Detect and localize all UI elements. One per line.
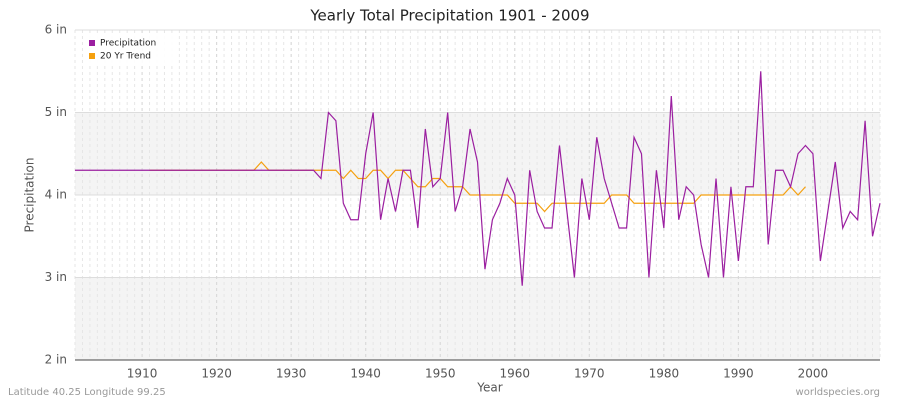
x-tick-label: 1940 [350,367,381,381]
footer-right: worldspecies.org [796,387,880,398]
x-tick-label: 1950 [425,367,456,381]
y-tick-label: 2 in [45,353,67,367]
chart-title: Yearly Total Precipitation 1901 - 2009 [309,7,589,25]
y-tick-label: 6 in [45,23,67,37]
x-tick-label: 1980 [649,367,680,381]
series-line [149,161,806,213]
x-tick-label: 1910 [127,367,158,381]
y-tick-label: 4 in [45,188,67,202]
legend-label: 20 Yr Trend [100,52,151,62]
x-tick-label: 1930 [276,367,307,381]
legend-swatch [89,40,95,46]
x-tick-label: 2000 [798,367,829,381]
legend-label: Precipitation [100,39,156,49]
x-tick-label: 1960 [499,367,530,381]
x-tick-label: 1990 [723,367,754,381]
footer-left: Latitude 40.25 Longitude 99.25 [8,387,166,398]
legend-swatch [89,53,95,59]
x-tick-label: 1970 [574,367,605,381]
y-axis-label: Precipitation [23,157,37,232]
legend-box [83,34,175,66]
x-tick-label: 1920 [201,367,232,381]
y-tick-label: 3 in [45,270,67,284]
series-line [75,71,881,286]
x-axis-label: Year [476,381,502,395]
y-tick-label: 5 in [45,105,67,119]
legend: Precipitation 20 Yr Trend [83,34,175,66]
